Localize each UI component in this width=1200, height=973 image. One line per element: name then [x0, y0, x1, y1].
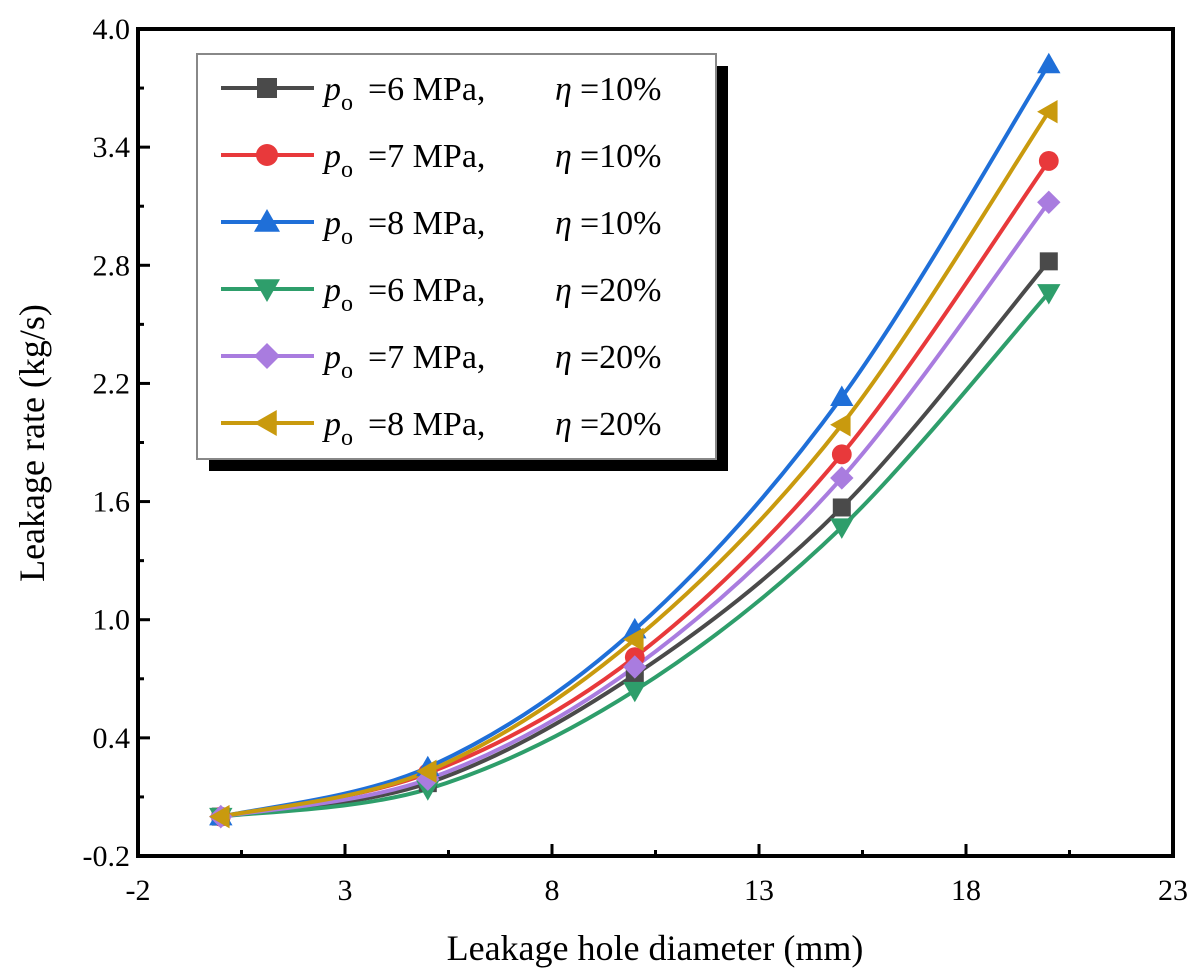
- x-tick-label: 13: [744, 874, 774, 907]
- legend-label: po =6 MPa, η =10%: [322, 71, 662, 116]
- legend-p-symbol: p: [322, 339, 341, 376]
- series-markers: [209, 52, 1061, 829]
- y-tick-label: 0.4: [93, 722, 131, 755]
- data-point: [1039, 252, 1058, 271]
- legend-eta-value: =20%: [580, 406, 662, 443]
- legend-eta-symbol: η: [555, 272, 572, 309]
- legend-eta-symbol: η: [555, 339, 572, 376]
- legend-box: [196, 53, 717, 460]
- legend-p-symbol: p: [322, 272, 341, 309]
- data-point: [1037, 52, 1061, 74]
- legend-p-symbol: p: [322, 406, 341, 443]
- x-tick-label: 8: [545, 874, 560, 907]
- legend-eta-value: =20%: [580, 339, 662, 376]
- axis-tick-labels: -2 3 8 13 18 23 -0.2 0.4 1.0 1.6 2.2 2.8 3.4 4.0: [83, 13, 1189, 907]
- legend-label: po =7 MPa, η =20%: [322, 339, 662, 384]
- legend-marker: [256, 144, 278, 166]
- legend-eta-value: =10%: [580, 205, 662, 242]
- x-tick-label: 18: [951, 874, 981, 907]
- legend-marker: [257, 78, 277, 98]
- legend-p-value: =8 MPa,: [368, 205, 485, 242]
- data-point: [623, 681, 647, 703]
- legend-p-symbol: p: [322, 138, 341, 175]
- y-tick-label: -0.2: [83, 840, 131, 873]
- legend-p-subscript: o: [341, 291, 353, 317]
- legend-label: po =7 MPa, η =10%: [322, 138, 662, 183]
- data-point: [416, 759, 437, 784]
- y-tick-label: 2.2: [93, 367, 131, 400]
- legend-eta-value: =20%: [580, 272, 662, 309]
- series-curves: [220, 63, 1051, 819]
- data-point: [1037, 100, 1058, 124]
- legend-label: po =6 MPa, η =20%: [322, 272, 662, 317]
- data-point: [830, 518, 854, 539]
- legend-p-subscript: o: [341, 90, 353, 116]
- legend-marker: [254, 209, 280, 232]
- data-point: [830, 385, 854, 406]
- legend-p-value: =6 MPa,: [368, 272, 485, 309]
- series-line: [220, 201, 1051, 819]
- legend-eta-symbol: η: [555, 138, 572, 175]
- data-point: [209, 804, 230, 829]
- data-point: [623, 627, 644, 652]
- data-point: [831, 444, 852, 465]
- data-point: [830, 413, 851, 437]
- series-line: [220, 291, 1051, 819]
- legend-p-value: =7 MPa,: [368, 138, 485, 175]
- legend-marker: [254, 343, 280, 369]
- legend-label: po =8 MPa, η =10%: [322, 205, 662, 250]
- y-tick-label: 1.6: [93, 486, 131, 519]
- legend-label: po =8 MPa, η =20%: [322, 406, 662, 451]
- series-line: [220, 260, 1051, 819]
- legend-p-subscript: o: [341, 157, 353, 183]
- legend-eta-symbol: η: [555, 406, 572, 443]
- y-tick-label: 1.0: [93, 604, 131, 637]
- x-tick-label: 23: [1158, 874, 1188, 907]
- series-line: [220, 110, 1051, 819]
- legend-eta-value: =10%: [580, 138, 662, 175]
- x-tick-label: -2: [126, 874, 151, 907]
- legend: po =6 MPa, η =10%po =7 MPa, η =10%po =8 MPa, η =1…: [196, 53, 728, 471]
- y-tick-label: 2.8: [93, 249, 131, 282]
- data-point: [832, 498, 851, 517]
- legend-p-value: =7 MPa,: [368, 339, 485, 376]
- legend-p-subscript: o: [341, 224, 353, 250]
- data-point: [830, 466, 854, 490]
- legend-p-value: =8 MPa,: [368, 406, 485, 443]
- legend-eta-symbol: η: [555, 71, 572, 108]
- legend-p-symbol: p: [322, 205, 341, 242]
- axis-ticks: [136, 27, 1175, 858]
- legend-p-subscript: o: [341, 425, 353, 451]
- y-tick-label: 4.0: [93, 13, 131, 46]
- legend-p-value: =6 MPa,: [368, 71, 485, 108]
- legend-eta-symbol: η: [555, 205, 572, 242]
- data-point: [1037, 284, 1061, 305]
- legend-p-subscript: o: [341, 358, 353, 384]
- y-tick-label: 3.4: [93, 131, 131, 164]
- legend-marker: [254, 279, 280, 302]
- legend-marker: [254, 410, 277, 436]
- data-point: [1037, 190, 1061, 214]
- legend-p-symbol: p: [322, 71, 341, 108]
- y-axis-title: Leakage rate (kg/s): [12, 304, 52, 582]
- x-tick-label: 3: [338, 874, 353, 907]
- legend-eta-value: =10%: [580, 71, 662, 108]
- data-point: [623, 655, 647, 679]
- x-axis-title: Leakage hole diameter (mm): [447, 928, 864, 968]
- series-line: [220, 63, 1051, 819]
- data-point: [1038, 151, 1059, 171]
